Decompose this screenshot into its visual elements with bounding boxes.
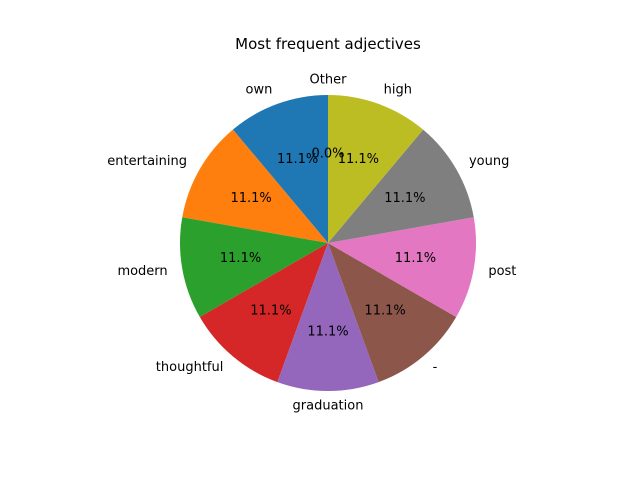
slice-graduation xyxy=(277,243,379,391)
slice-label-high: high xyxy=(384,83,412,98)
slice-label-thoughtful: thoughtful xyxy=(156,360,224,375)
slice-label-other: Other xyxy=(310,73,348,88)
slice-thoughtful xyxy=(199,243,328,383)
percent-labels: 0.0%11.1%11.1%11.1%11.1%11.1%11.1%11.1%1… xyxy=(220,147,436,340)
slice-labels: Other own entertaining modern thoughtful grad… xyxy=(107,73,516,414)
slice-label-modern: modern xyxy=(117,264,167,279)
slice-label-entertaining: entertaining xyxy=(107,154,187,169)
slice-modern xyxy=(179,217,328,317)
slice-label-post: post xyxy=(488,264,516,279)
slice-- xyxy=(328,243,457,383)
percent-label-post: 11.1% xyxy=(395,251,436,266)
percent-label-own: 11.1% xyxy=(277,152,318,167)
slice-label-graduation: graduation xyxy=(293,398,364,413)
slice-own xyxy=(232,95,328,243)
percent-label--: 11.1% xyxy=(364,304,405,319)
pie-slices xyxy=(179,95,476,391)
percent-label-graduation: 11.1% xyxy=(307,324,348,339)
slice-entertaining xyxy=(182,129,328,243)
percent-label-other: 0.0% xyxy=(311,147,344,162)
percent-label-young: 11.1% xyxy=(384,191,425,206)
chart-title: Most frequent adjectives xyxy=(235,35,421,53)
slice-high xyxy=(328,95,424,243)
slice-label-young: young xyxy=(469,154,509,169)
percent-label-entertaining: 11.1% xyxy=(230,191,271,206)
slice-post xyxy=(328,217,476,317)
percent-label-thoughtful: 11.1% xyxy=(250,304,291,319)
slice-young xyxy=(328,129,474,243)
percent-label-modern: 11.1% xyxy=(220,251,261,266)
percent-label-high: 11.1% xyxy=(338,152,379,167)
slice-label--: - xyxy=(433,360,438,375)
slice-label-own: own xyxy=(245,83,272,98)
